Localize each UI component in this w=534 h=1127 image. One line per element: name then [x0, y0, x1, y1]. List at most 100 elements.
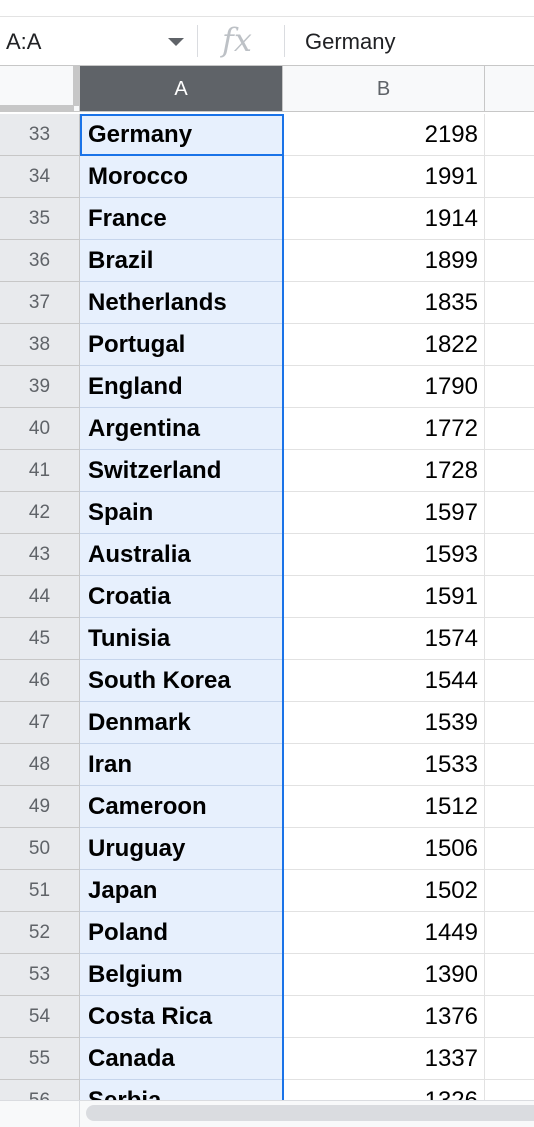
cell-empty[interactable] — [485, 870, 534, 912]
cell-value[interactable]: 1772 — [283, 408, 485, 450]
cell-value[interactable]: 1597 — [283, 492, 485, 534]
cell-value[interactable]: 1544 — [283, 660, 485, 702]
formula-input[interactable]: Germany — [305, 29, 396, 54]
cell-country[interactable]: Uruguay — [80, 828, 283, 870]
cell-value[interactable]: 1533 — [283, 744, 485, 786]
cell-value[interactable]: 1728 — [283, 450, 485, 492]
freeze-row-handle[interactable] — [0, 105, 74, 111]
cell-empty[interactable] — [485, 996, 534, 1038]
cell-empty[interactable] — [485, 828, 534, 870]
cell-value[interactable]: 1512 — [283, 786, 485, 828]
column-header-b[interactable]: B — [283, 66, 485, 112]
cell-value[interactable]: 1390 — [283, 954, 485, 996]
cell-value[interactable]: 1591 — [283, 576, 485, 618]
row-header[interactable]: 36 — [0, 240, 80, 282]
cell-empty[interactable] — [485, 492, 534, 534]
cell-value[interactable]: 1790 — [283, 366, 485, 408]
cell-country[interactable]: Denmark — [80, 702, 283, 744]
cell-empty[interactable] — [485, 324, 534, 366]
cell-country[interactable]: Germany — [80, 114, 283, 156]
column-header-a[interactable]: A — [80, 66, 283, 112]
freeze-column-handle[interactable] — [73, 66, 79, 106]
cell-empty[interactable] — [485, 786, 534, 828]
row-header[interactable]: 54 — [0, 996, 80, 1038]
row-header[interactable]: 38 — [0, 324, 80, 366]
cell-empty[interactable] — [485, 744, 534, 786]
row-header[interactable]: 45 — [0, 618, 80, 660]
cell-country[interactable]: Morocco — [80, 156, 283, 198]
row-header[interactable]: 35 — [0, 198, 80, 240]
row-header[interactable]: 51 — [0, 870, 80, 912]
cell-country[interactable]: Brazil — [80, 240, 283, 282]
row-header[interactable]: 50 — [0, 828, 80, 870]
row-header[interactable]: 52 — [0, 912, 80, 954]
cell-country[interactable]: Canada — [80, 1038, 283, 1080]
cell-empty[interactable] — [485, 366, 534, 408]
row-header[interactable]: 55 — [0, 1038, 80, 1080]
cell-value[interactable]: 1574 — [283, 618, 485, 660]
cell-country[interactable]: Switzerland — [80, 450, 283, 492]
cell-empty[interactable] — [485, 282, 534, 324]
row-header[interactable]: 53 — [0, 954, 80, 996]
cell-country[interactable]: Belgium — [80, 954, 283, 996]
cell-country[interactable]: Iran — [80, 744, 283, 786]
row-header[interactable]: 47 — [0, 702, 80, 744]
cell-value[interactable]: 1506 — [283, 828, 485, 870]
cell-value[interactable]: 1822 — [283, 324, 485, 366]
cell-country[interactable]: Costa Rica — [80, 996, 283, 1038]
cell-value[interactable]: 1835 — [283, 282, 485, 324]
cell-country[interactable]: Spain — [80, 492, 283, 534]
column-header-c[interactable] — [485, 66, 534, 112]
cell-country[interactable]: Netherlands — [80, 282, 283, 324]
row-header[interactable]: 40 — [0, 408, 80, 450]
cell-value[interactable]: 1449 — [283, 912, 485, 954]
cell-country[interactable]: Argentina — [80, 408, 283, 450]
cell-value[interactable]: 1914 — [283, 198, 485, 240]
cell-value[interactable]: 2198 — [283, 114, 485, 156]
cell-country[interactable]: South Korea — [80, 660, 283, 702]
cell-empty[interactable] — [485, 1080, 534, 1100]
name-box[interactable]: A:A — [0, 17, 196, 65]
cell-value[interactable]: 1991 — [283, 156, 485, 198]
cell-country[interactable]: Tunisia — [80, 618, 283, 660]
cell-empty[interactable] — [485, 702, 534, 744]
cell-country[interactable]: Poland — [80, 912, 283, 954]
cell-empty[interactable] — [485, 240, 534, 282]
row-header[interactable]: 48 — [0, 744, 80, 786]
cell-country[interactable]: Croatia — [80, 576, 283, 618]
chevron-down-icon[interactable] — [168, 38, 184, 46]
cell-empty[interactable] — [485, 954, 534, 996]
cell-empty[interactable] — [485, 114, 534, 156]
cell-value[interactable]: 1376 — [283, 996, 485, 1038]
cell-empty[interactable] — [485, 534, 534, 576]
row-header[interactable]: 56 — [0, 1080, 80, 1100]
row-header[interactable]: 44 — [0, 576, 80, 618]
row-header[interactable]: 43 — [0, 534, 80, 576]
cell-empty[interactable] — [485, 912, 534, 954]
cell-empty[interactable] — [485, 1038, 534, 1080]
cell-empty[interactable] — [485, 198, 534, 240]
horizontal-scrollbar[interactable] — [0, 1100, 534, 1127]
cell-country[interactable]: Cameroon — [80, 786, 283, 828]
cell-value[interactable]: 1326 — [283, 1080, 485, 1100]
cell-country[interactable]: France — [80, 198, 283, 240]
cell-empty[interactable] — [485, 618, 534, 660]
cell-value[interactable]: 1899 — [283, 240, 485, 282]
cell-empty[interactable] — [485, 576, 534, 618]
cell-empty[interactable] — [485, 408, 534, 450]
cell-empty[interactable] — [485, 450, 534, 492]
cell-value[interactable]: 1502 — [283, 870, 485, 912]
row-header[interactable]: 39 — [0, 366, 80, 408]
row-header[interactable]: 42 — [0, 492, 80, 534]
cell-country[interactable]: Japan — [80, 870, 283, 912]
cell-country[interactable]: Portugal — [80, 324, 283, 366]
row-header[interactable]: 34 — [0, 156, 80, 198]
cell-value[interactable]: 1337 — [283, 1038, 485, 1080]
cell-empty[interactable] — [485, 660, 534, 702]
cell-country[interactable]: England — [80, 366, 283, 408]
row-header[interactable]: 37 — [0, 282, 80, 324]
cell-country[interactable]: Australia — [80, 534, 283, 576]
row-header[interactable]: 49 — [0, 786, 80, 828]
cell-country[interactable]: Serbia — [80, 1080, 283, 1100]
cell-value[interactable]: 1593 — [283, 534, 485, 576]
